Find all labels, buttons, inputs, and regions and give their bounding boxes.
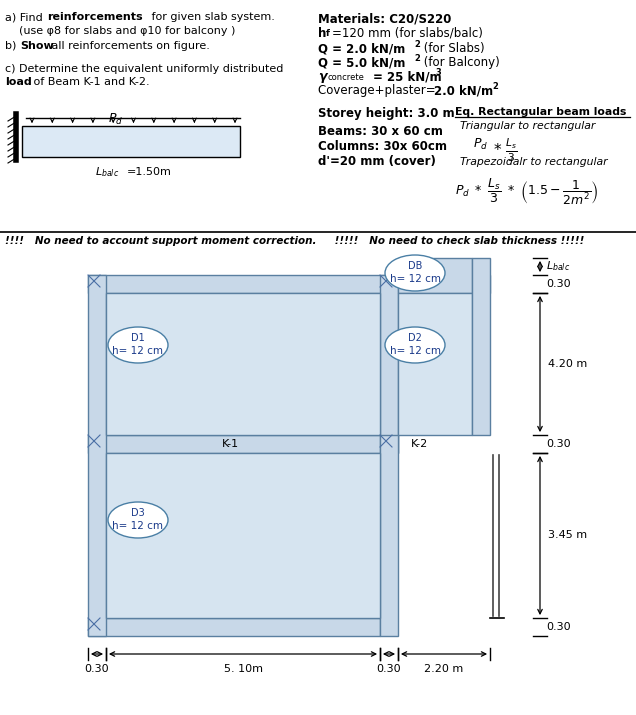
Bar: [88, 435, 398, 453]
Text: Beams: 30 x 60 cm: Beams: 30 x 60 cm: [318, 125, 443, 138]
Text: 0.30: 0.30: [546, 622, 570, 632]
Text: Columns: 30x 60cm: Columns: 30x 60cm: [318, 140, 447, 153]
Text: a) Find: a) Find: [5, 12, 46, 22]
Bar: [22, 126, 240, 157]
Ellipse shape: [385, 327, 445, 363]
Text: =1.50m: =1.50m: [127, 167, 172, 177]
Text: D3: D3: [131, 508, 145, 518]
Text: K-1: K-1: [221, 439, 238, 449]
Text: Materials: C20/S220: Materials: C20/S220: [318, 12, 452, 25]
Text: 2: 2: [414, 54, 420, 63]
Text: 0.30: 0.30: [546, 439, 570, 449]
Text: $P_d$: $P_d$: [108, 112, 123, 127]
Text: (for Balcony): (for Balcony): [420, 56, 500, 69]
Text: K-2: K-2: [411, 439, 429, 449]
Bar: [398, 275, 490, 293]
Text: $*\ \frac{L_s}{3}$: $*\ \frac{L_s}{3}$: [493, 137, 518, 164]
Text: 2.20 m: 2.20 m: [424, 664, 464, 674]
Bar: [106, 293, 380, 435]
Text: h= 12 cm: h= 12 cm: [389, 346, 441, 356]
Bar: [472, 258, 490, 435]
Text: $L_{balc}$: $L_{balc}$: [95, 165, 119, 179]
Text: 0.30: 0.30: [546, 279, 570, 289]
Bar: [380, 435, 398, 636]
Text: Q = 2.0 kN/m: Q = 2.0 kN/m: [318, 42, 405, 55]
Text: concrete: concrete: [327, 73, 364, 82]
Text: b): b): [5, 41, 20, 51]
Text: Coverage+plaster=: Coverage+plaster=: [318, 84, 439, 97]
Text: of Beam K-1 and K-2.: of Beam K-1 and K-2.: [30, 77, 149, 87]
Text: = 25 kN/m: = 25 kN/m: [373, 70, 441, 83]
Text: =120 mm (for slabs/balc): =120 mm (for slabs/balc): [332, 27, 483, 40]
Text: 4.20 m: 4.20 m: [548, 359, 587, 369]
Text: $L_{balc}$: $L_{balc}$: [546, 260, 570, 273]
Bar: [88, 275, 106, 636]
Text: 0.30: 0.30: [377, 664, 401, 674]
Text: $P_d$: $P_d$: [473, 137, 488, 152]
Text: d'=20 mm (cover): d'=20 mm (cover): [318, 155, 436, 168]
Text: $P_d\ *\ \dfrac{L_s}{3}\ *\ \left(1.5-\dfrac{1}{2m^2}\right)$: $P_d\ *\ \dfrac{L_s}{3}\ *\ \left(1.5-\d…: [455, 177, 598, 207]
Text: (for Slabs): (for Slabs): [420, 42, 485, 55]
Text: D2: D2: [408, 333, 422, 343]
Text: load: load: [5, 77, 32, 87]
Bar: [106, 453, 380, 618]
Text: h= 12 cm: h= 12 cm: [113, 346, 163, 356]
Text: 2: 2: [492, 82, 498, 91]
Text: h= 12 cm: h= 12 cm: [389, 274, 441, 284]
Text: Storey height: 3.0 m: Storey height: 3.0 m: [318, 107, 455, 120]
Text: f: f: [326, 29, 330, 38]
Text: !!!!   No need to account support moment correction.     !!!!!   No need to chec: !!!! No need to account support moment c…: [5, 236, 584, 246]
Text: 0.30: 0.30: [85, 664, 109, 674]
Text: Show: Show: [20, 41, 54, 51]
Text: all reinforcements on figure.: all reinforcements on figure.: [48, 41, 210, 51]
Ellipse shape: [108, 327, 168, 363]
Text: 3: 3: [435, 68, 441, 77]
Bar: [380, 275, 398, 453]
Bar: [88, 618, 380, 636]
Text: h= 12 cm: h= 12 cm: [113, 521, 163, 531]
Bar: [88, 275, 398, 293]
Text: 2: 2: [414, 40, 420, 49]
Text: Triangular to rectangular: Triangular to rectangular: [460, 121, 595, 131]
Text: for given slab system.: for given slab system.: [148, 12, 275, 22]
Ellipse shape: [385, 255, 445, 291]
Text: reinforcements: reinforcements: [47, 12, 142, 22]
Bar: [398, 258, 472, 293]
Text: c) Determine the equivalent uniformly distributed: c) Determine the equivalent uniformly di…: [5, 64, 284, 74]
Bar: [398, 293, 472, 435]
Text: Eq. Rectangular beam loads: Eq. Rectangular beam loads: [455, 107, 626, 117]
Text: 3.45 m: 3.45 m: [548, 531, 587, 541]
Text: Q = 5.0 kN/m: Q = 5.0 kN/m: [318, 56, 405, 69]
Text: h: h: [318, 27, 326, 40]
Ellipse shape: [108, 502, 168, 538]
Text: 5. 10m: 5. 10m: [223, 664, 263, 674]
Text: DB: DB: [408, 261, 422, 271]
Text: 2.0 kN/m: 2.0 kN/m: [434, 84, 493, 97]
Text: γ: γ: [318, 70, 326, 83]
Text: Trapezoidalr to rectangular: Trapezoidalr to rectangular: [460, 157, 607, 167]
Text: (use φ8 for slabs and φ10 for balcony ): (use φ8 for slabs and φ10 for balcony ): [5, 26, 235, 36]
Text: D1: D1: [131, 333, 145, 343]
